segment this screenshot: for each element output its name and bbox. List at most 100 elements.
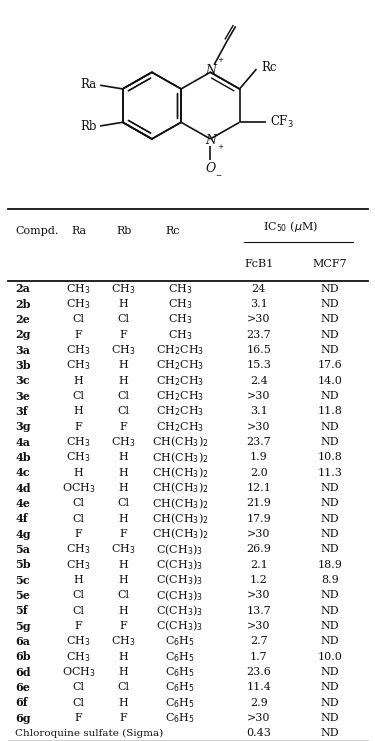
- Text: 24: 24: [252, 284, 266, 293]
- Text: 21.9: 21.9: [246, 499, 271, 508]
- Text: Cl: Cl: [73, 499, 85, 508]
- Text: ND: ND: [321, 345, 339, 355]
- Text: 2.4: 2.4: [250, 376, 268, 386]
- Text: CH$_3$: CH$_3$: [66, 634, 91, 648]
- Text: C(CH$_3$)$_3$: C(CH$_3$)$_3$: [156, 542, 204, 556]
- Text: Cl: Cl: [73, 391, 85, 401]
- Text: 2e: 2e: [15, 314, 30, 325]
- Text: H: H: [119, 483, 129, 493]
- Text: 2.0: 2.0: [250, 468, 268, 478]
- Text: H: H: [119, 575, 129, 585]
- Text: 6g: 6g: [15, 713, 31, 723]
- Text: Rc: Rc: [165, 226, 180, 236]
- Text: F: F: [120, 422, 128, 432]
- Text: CF$_3$: CF$_3$: [270, 114, 293, 130]
- Text: CH$_2$CH$_3$: CH$_2$CH$_3$: [156, 343, 204, 357]
- Text: F: F: [120, 713, 128, 723]
- Text: Cl: Cl: [73, 682, 85, 692]
- Text: CH$_3$: CH$_3$: [111, 542, 136, 556]
- Text: 4a: 4a: [15, 436, 30, 448]
- Text: 15.3: 15.3: [246, 360, 271, 370]
- Text: C(CH$_3$)$_3$: C(CH$_3$)$_3$: [156, 603, 204, 618]
- Text: >30: >30: [247, 713, 270, 723]
- Text: CH(CH$_3$)$_2$: CH(CH$_3$)$_2$: [152, 450, 208, 465]
- Text: H: H: [119, 468, 129, 478]
- Text: ND: ND: [321, 299, 339, 309]
- Text: F: F: [120, 621, 128, 631]
- Text: >30: >30: [247, 529, 270, 539]
- Text: H: H: [74, 468, 84, 478]
- Text: 8.9: 8.9: [321, 575, 339, 585]
- Text: F: F: [75, 529, 82, 539]
- Text: ND: ND: [321, 605, 339, 616]
- Text: CH$_3$: CH$_3$: [66, 650, 91, 664]
- Text: ND: ND: [321, 514, 339, 524]
- Text: 5f: 5f: [15, 605, 27, 617]
- Text: >30: >30: [247, 621, 270, 631]
- Text: 3c: 3c: [15, 375, 30, 386]
- Text: 3b: 3b: [15, 360, 31, 371]
- Text: F: F: [75, 621, 82, 631]
- Text: H: H: [119, 514, 129, 524]
- Text: Cl: Cl: [118, 314, 130, 325]
- Text: N: N: [205, 64, 216, 77]
- Text: 11.3: 11.3: [318, 468, 342, 478]
- Text: 3.1: 3.1: [250, 299, 268, 309]
- Text: ND: ND: [321, 391, 339, 401]
- Text: 5e: 5e: [15, 590, 30, 601]
- Text: CH$_3$: CH$_3$: [168, 282, 192, 296]
- Text: H: H: [119, 651, 129, 662]
- Text: H: H: [119, 698, 129, 708]
- Text: F: F: [120, 529, 128, 539]
- Text: CH$_3$: CH$_3$: [168, 328, 192, 342]
- Text: H: H: [119, 667, 129, 677]
- Text: 23.7: 23.7: [246, 330, 271, 340]
- Text: CH$_3$: CH$_3$: [66, 282, 91, 296]
- Text: ND: ND: [321, 483, 339, 493]
- Text: ND: ND: [321, 728, 339, 738]
- Text: ND: ND: [321, 637, 339, 646]
- Text: 14.0: 14.0: [318, 376, 342, 386]
- Text: Rb: Rb: [116, 226, 131, 236]
- Text: >30: >30: [247, 391, 270, 401]
- Text: CH$_3$: CH$_3$: [111, 634, 136, 648]
- Text: 17.6: 17.6: [318, 360, 342, 370]
- Text: Cl: Cl: [73, 591, 85, 600]
- Text: CH$_3$: CH$_3$: [111, 343, 136, 357]
- Text: 2.9: 2.9: [250, 698, 268, 708]
- Text: CH$_3$: CH$_3$: [66, 359, 91, 372]
- Text: CH$_2$CH$_3$: CH$_2$CH$_3$: [156, 374, 204, 388]
- Text: Cl: Cl: [118, 391, 130, 401]
- Text: FcB1: FcB1: [244, 259, 273, 270]
- Text: Cl: Cl: [73, 314, 85, 325]
- Text: 6d: 6d: [15, 666, 31, 677]
- Text: 23.6: 23.6: [246, 667, 271, 677]
- Text: 1.9: 1.9: [250, 453, 268, 462]
- Text: H: H: [74, 376, 84, 386]
- Text: 4c: 4c: [15, 468, 30, 478]
- Text: CH(CH$_3$)$_2$: CH(CH$_3$)$_2$: [152, 511, 208, 526]
- Text: CH(CH$_3$)$_2$: CH(CH$_3$)$_2$: [152, 435, 208, 449]
- Text: H: H: [119, 299, 129, 309]
- Text: 2.1: 2.1: [250, 559, 268, 570]
- Text: ND: ND: [321, 529, 339, 539]
- Text: C$_6$H$_5$: C$_6$H$_5$: [165, 711, 195, 725]
- Text: ND: ND: [321, 591, 339, 600]
- Text: C$_6$H$_5$: C$_6$H$_5$: [165, 696, 195, 710]
- Text: 6b: 6b: [15, 651, 31, 662]
- Text: N: N: [205, 134, 216, 147]
- Text: CH$_3$: CH$_3$: [66, 435, 91, 449]
- Text: 10.8: 10.8: [318, 453, 342, 462]
- Text: CH$_2$CH$_3$: CH$_2$CH$_3$: [156, 405, 204, 419]
- Text: H: H: [74, 575, 84, 585]
- Text: ND: ND: [321, 545, 339, 554]
- Text: 12.1: 12.1: [246, 483, 271, 493]
- Text: 13.7: 13.7: [246, 605, 271, 616]
- Text: >30: >30: [247, 591, 270, 600]
- Text: 5b: 5b: [15, 559, 31, 571]
- Text: 4e: 4e: [15, 498, 30, 509]
- Text: 4d: 4d: [15, 482, 31, 494]
- Text: ND: ND: [321, 713, 339, 723]
- Text: O: O: [205, 162, 216, 175]
- Text: ND: ND: [321, 698, 339, 708]
